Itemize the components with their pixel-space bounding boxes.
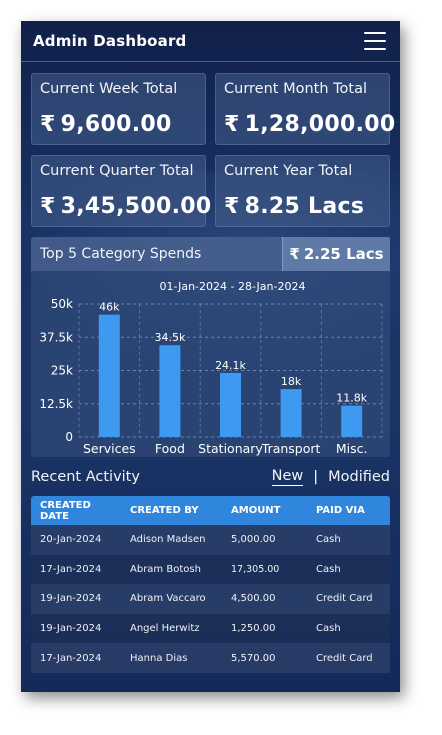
x-tick-label: Transport — [261, 441, 321, 456]
cell-paid-via: Credit Card — [316, 652, 373, 664]
dashboard-screen: Admin Dashboard Current Week Total ₹9,60… — [21, 21, 400, 692]
table-row[interactable]: 19-Jan-2024 Abram Vaccaro 4,500.00 Credi… — [31, 584, 390, 614]
rupee-icon: ₹ — [40, 194, 56, 219]
rupee-icon: ₹ — [224, 112, 240, 137]
y-tick-label: 25k — [51, 364, 73, 378]
cell-amount: 5,000.00 — [231, 534, 276, 546]
x-tick-label: Stationary — [198, 441, 263, 456]
page-title: Admin Dashboard — [33, 32, 187, 50]
cell-created-by: Hanna Dias — [130, 652, 188, 664]
bar-misc — [341, 405, 363, 437]
y-tick-label: 37.5k — [39, 330, 73, 344]
column-header-amount[interactable]: AMOUNT — [231, 505, 281, 516]
cell-amount: 4,500.00 — [231, 593, 276, 605]
rupee-icon: ₹ — [40, 112, 56, 137]
bar-services — [98, 314, 120, 437]
card-label: Current Week Total — [40, 81, 178, 97]
category-spends-header: Top 5 Category Spends ₹ 2.25 Lacs — [31, 237, 390, 271]
card-value: ₹9,600.00 — [40, 112, 172, 137]
cell-paid-via: Cash — [316, 563, 341, 575]
cell-paid-via: Cash — [316, 623, 341, 635]
y-tick-label: 50k — [51, 297, 73, 311]
hamburger-menu-icon[interactable] — [364, 32, 386, 50]
bar-data-label: 18k — [281, 375, 302, 388]
category-total-value: 2.25 Lacs — [303, 245, 384, 263]
card-value: ₹1,28,000.00 — [224, 112, 396, 137]
cell-amount: 1,250.00 — [231, 623, 276, 635]
chart-panel-title: Top 5 Category Spends — [40, 246, 202, 262]
cell-paid-via: Credit Card — [316, 593, 373, 605]
bar-data-label: 34.5k — [154, 331, 185, 344]
cell-created-by: Abram Vaccaro — [130, 593, 206, 605]
cell-created-by: Adison Madsen — [130, 534, 206, 546]
tab-separator: | — [313, 469, 319, 485]
column-header-paid-via[interactable]: PAID VIA — [316, 505, 365, 516]
card-label: Current Year Total — [224, 163, 353, 179]
chart-date-range: 01-Jan-2024 - 28-Jan-2024 — [160, 280, 306, 293]
rupee-icon: ₹ — [289, 245, 300, 263]
cell-created-by: Angel Herwitz — [130, 623, 200, 635]
x-tick-label: Services — [83, 441, 136, 456]
bar-data-label: 24.1k — [215, 359, 246, 372]
cell-paid-via: Cash — [316, 534, 341, 546]
recent-activity-title: Recent Activity — [31, 469, 140, 485]
category-total-badge: ₹ 2.25 Lacs — [282, 237, 390, 271]
table-row[interactable]: 20-Jan-2024 Adison Madsen 5,000.00 Cash — [31, 525, 390, 555]
cell-created-date: 19-Jan-2024 — [40, 623, 102, 635]
category-bar-chart: 01-Jan-2024 - 28-Jan-2024 0 12.5k 25k 37.5k 5… — [39, 280, 383, 456]
tab-modified[interactable]: Modified — [328, 469, 390, 485]
bar-food — [159, 345, 181, 437]
table-header: CREATED DATE CREATED BY AMOUNT PAID VIA — [31, 496, 390, 525]
table-body: 20-Jan-2024 Adison Madsen 5,000.00 Cash … — [31, 525, 390, 673]
y-tick-label: 0 — [65, 430, 73, 444]
category-spends-panel: Top 5 Category Spends ₹ 2.25 Lacs 01-Jan… — [31, 237, 390, 457]
cell-created-date: 20-Jan-2024 — [40, 534, 102, 546]
cell-created-date: 17-Jan-2024 — [40, 563, 102, 575]
activity-tabs: New | Modified — [271, 468, 390, 486]
bar-transport — [280, 389, 302, 437]
tab-new[interactable]: New — [271, 468, 304, 486]
rupee-icon: ₹ — [224, 194, 240, 219]
bar-data-label: 11.8k — [336, 392, 367, 405]
table-row[interactable]: 17-Jan-2024 Abram Botosh 17,305.00 Cash — [31, 554, 390, 585]
card-current-month[interactable]: Current Month Total ₹1,28,000.00 — [215, 73, 395, 145]
cell-amount: 5,570.00 — [231, 652, 276, 664]
table-row[interactable]: 17-Jan-2024 Hanna Dias 5,570.00 Credit C… — [31, 643, 390, 673]
card-value: ₹3,45,500.00 — [40, 194, 212, 219]
column-header-created-date[interactable]: CREATED DATE — [40, 499, 91, 522]
x-tick-label: Misc. — [336, 441, 368, 456]
cell-amount: 17,305.00 — [231, 563, 280, 575]
card-label: Current Month Total — [224, 81, 367, 97]
card-current-year[interactable]: Current Year Total ₹8.25 Lacs — [215, 155, 390, 227]
recent-activity-table: CREATED DATE CREATED BY AMOUNT PAID VIA … — [31, 496, 390, 673]
card-current-week[interactable]: Current Week Total ₹9,600.00 — [31, 73, 206, 145]
card-label: Current Quarter Total — [40, 163, 194, 179]
card-current-quarter[interactable]: Current Quarter Total ₹3,45,500.00 — [31, 155, 211, 227]
y-tick-label: 12.5k — [39, 397, 73, 411]
cell-created-by: Abram Botosh — [130, 563, 201, 575]
column-header-created-by[interactable]: CREATED BY — [130, 505, 199, 516]
cell-created-date: 17-Jan-2024 — [40, 652, 102, 664]
bar-stationary — [220, 372, 241, 437]
bar-data-label: 46k — [99, 301, 120, 314]
app-bar: Admin Dashboard — [21, 21, 400, 62]
table-row[interactable]: 19-Jan-2024 Angel Herwitz 1,250.00 Cash — [31, 613, 390, 644]
card-value: ₹8.25 Lacs — [224, 194, 365, 219]
x-tick-label: Food — [155, 441, 185, 456]
cell-created-date: 19-Jan-2024 — [40, 593, 102, 605]
